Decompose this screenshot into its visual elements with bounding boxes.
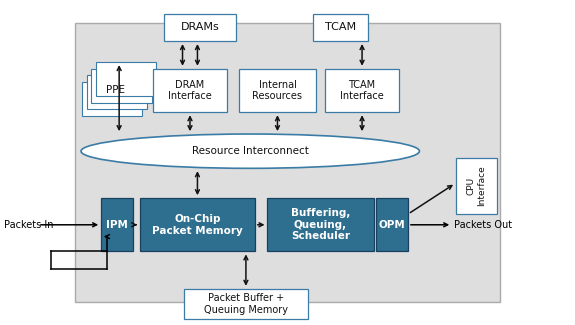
Text: Internal
Resources: Internal Resources xyxy=(252,80,302,101)
FancyBboxPatch shape xyxy=(377,198,408,252)
Text: Packets In: Packets In xyxy=(3,220,53,230)
FancyBboxPatch shape xyxy=(140,198,255,252)
Text: On-Chip
Packet Memory: On-Chip Packet Memory xyxy=(152,214,243,236)
Text: Packet Buffer +
Queuing Memory: Packet Buffer + Queuing Memory xyxy=(204,293,288,315)
Text: DRAM
Interface: DRAM Interface xyxy=(168,80,212,101)
Text: OPM: OPM xyxy=(379,220,405,230)
FancyBboxPatch shape xyxy=(184,289,308,319)
Text: TCAM: TCAM xyxy=(325,22,356,32)
Text: CPU
Interface: CPU Interface xyxy=(466,165,486,206)
FancyBboxPatch shape xyxy=(153,69,227,112)
FancyBboxPatch shape xyxy=(325,69,400,112)
Text: PPE: PPE xyxy=(106,85,125,95)
Text: Buffering,
Queuing,
Scheduler: Buffering, Queuing, Scheduler xyxy=(291,208,350,241)
FancyBboxPatch shape xyxy=(267,198,374,252)
FancyBboxPatch shape xyxy=(82,82,143,116)
FancyBboxPatch shape xyxy=(75,23,500,302)
Ellipse shape xyxy=(81,134,419,168)
FancyBboxPatch shape xyxy=(455,158,497,214)
FancyBboxPatch shape xyxy=(313,14,368,41)
FancyBboxPatch shape xyxy=(96,62,156,96)
FancyBboxPatch shape xyxy=(87,75,147,109)
Text: IPM: IPM xyxy=(106,220,128,230)
Text: Packets Out: Packets Out xyxy=(454,220,512,230)
Text: DRAMs: DRAMs xyxy=(181,22,220,32)
Text: Resource Interconnect: Resource Interconnect xyxy=(192,146,309,156)
FancyBboxPatch shape xyxy=(101,198,133,252)
Text: TCAM
Interface: TCAM Interface xyxy=(340,80,384,101)
FancyBboxPatch shape xyxy=(239,69,316,112)
FancyBboxPatch shape xyxy=(91,69,152,103)
FancyBboxPatch shape xyxy=(164,14,236,41)
